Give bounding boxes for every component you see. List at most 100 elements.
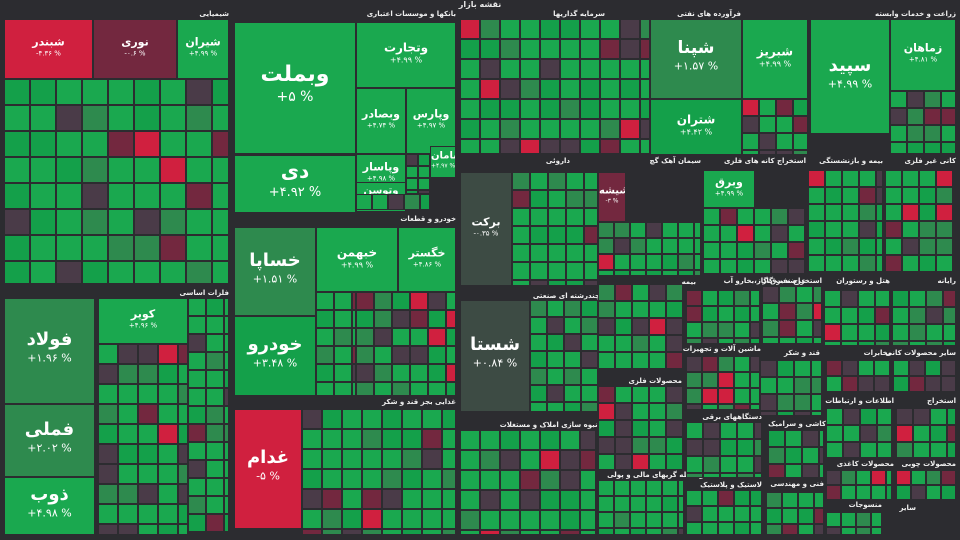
stock-tile-small[interactable] (206, 514, 224, 532)
stock-tile[interactable]: ذوب +۴.۹۸ % (4, 477, 95, 535)
stock-tile-small[interactable] (703, 439, 720, 456)
stock-tile-small[interactable] (703, 225, 720, 242)
stock-tile-small[interactable] (858, 360, 874, 376)
stock-tile-small[interactable] (188, 478, 206, 496)
stock-tile-small[interactable] (896, 425, 913, 442)
stock-tile-small[interactable] (859, 187, 876, 204)
stock-tile-small[interactable] (771, 259, 788, 274)
stock-tile-small[interactable] (802, 447, 819, 464)
stock-tile-small[interactable] (160, 105, 186, 131)
stock-tile-small[interactable] (875, 341, 890, 346)
stock-tile-small[interactable] (224, 460, 229, 478)
stock-tile-small[interactable] (460, 450, 480, 470)
stock-tile-small[interactable] (4, 261, 30, 284)
stock-tile-small[interactable] (686, 490, 702, 506)
stock-tile-small[interactable] (138, 364, 158, 384)
stock-tile-small[interactable] (666, 420, 683, 437)
stock-tile-small[interactable] (548, 244, 566, 262)
stock-tile-small[interactable] (811, 360, 822, 377)
stock-tile-small[interactable] (614, 222, 630, 238)
stock-tile-small[interactable] (108, 235, 134, 261)
stock-tile-small[interactable] (686, 404, 702, 410)
stock-tile-small[interactable] (902, 255, 919, 272)
stock-tile-small[interactable] (875, 307, 890, 324)
stock-tile-small[interactable] (666, 454, 683, 470)
stock-tile-small[interactable] (530, 351, 547, 368)
stock-tile-small[interactable] (766, 508, 782, 524)
stock-tile-small[interactable] (160, 131, 186, 157)
stock-tile-small[interactable] (702, 506, 718, 522)
stock-tile-small[interactable] (694, 222, 701, 238)
stock-tile-small[interactable] (860, 442, 877, 458)
stock-tile-small[interactable] (580, 99, 600, 119)
stock-tile-small[interactable] (646, 512, 662, 528)
stock-tile-small[interactable] (686, 473, 703, 478)
stock-tile-small[interactable] (874, 376, 890, 392)
stock-tile-small[interactable] (876, 221, 883, 238)
stock-tile-small[interactable] (212, 235, 229, 261)
stock-tile-small[interactable] (871, 512, 882, 527)
stock-tile-small[interactable] (224, 334, 229, 352)
stock-tile-small[interactable] (520, 510, 540, 530)
stock-tile-small[interactable] (842, 170, 859, 187)
stock-tile-small[interactable] (750, 388, 760, 404)
stock-tile-small[interactable] (702, 490, 718, 506)
stock-tile-small[interactable] (224, 514, 229, 532)
stock-tile[interactable]: نوری -۰.۶ % (93, 19, 177, 79)
stock-tile-small[interactable] (418, 154, 430, 166)
stock-tile-small[interactable] (734, 490, 750, 506)
stock-tile-small[interactable] (160, 79, 186, 105)
stock-tile-small[interactable] (785, 464, 802, 478)
stock-tile-small[interactable] (947, 408, 956, 425)
stock-tile-small[interactable] (560, 59, 580, 79)
stock-tile-small[interactable] (382, 429, 402, 449)
stock-tile-small[interactable] (560, 510, 580, 530)
stock-tile-small[interactable] (98, 364, 118, 384)
stock-tile-small[interactable] (754, 208, 771, 225)
stock-tile-small[interactable] (796, 303, 813, 320)
stock-tile-small[interactable] (620, 119, 640, 139)
stock-tile-small[interactable] (615, 420, 632, 437)
stock-tile-small[interactable] (580, 119, 600, 139)
stock-tile-small[interactable] (82, 131, 108, 157)
stock-tile-small[interactable] (632, 437, 649, 454)
stock-tile-small[interactable] (885, 204, 902, 221)
stock-tile-small[interactable] (598, 512, 614, 528)
stock-tile-small[interactable] (566, 280, 584, 286)
stock-tile[interactable]: فملی +۲.۰۲ % (4, 404, 95, 477)
stock-tile-small[interactable] (842, 187, 859, 204)
stock-tile-small[interactable] (520, 450, 540, 470)
stock-tile-small[interactable] (224, 388, 229, 406)
stock-tile-small[interactable] (418, 178, 430, 190)
stock-tile-small[interactable] (362, 409, 382, 429)
stock-tile-small[interactable] (686, 456, 703, 473)
stock-tile-small[interactable] (666, 352, 683, 369)
stock-tile-small[interactable] (134, 157, 160, 183)
stock-tile-small[interactable] (530, 334, 547, 351)
stock-tile-small[interactable] (520, 119, 540, 139)
stock-tile-small[interactable] (598, 301, 615, 318)
stock-tile-small[interactable] (777, 394, 794, 411)
stock-tile-small[interactable] (158, 344, 178, 364)
stock-tile-small[interactable] (703, 422, 720, 439)
stock-tile-small[interactable] (762, 303, 779, 320)
stock-tile-small[interactable] (720, 422, 737, 439)
stock-tile-small[interactable] (794, 377, 811, 394)
stock-tile-small[interactable] (530, 317, 547, 334)
stock-tile-small[interactable] (356, 292, 374, 310)
stock-tile-small[interactable] (406, 166, 418, 178)
stock-tile-small[interactable] (560, 39, 580, 59)
stock-tile-small[interactable] (560, 530, 580, 535)
stock-tile-small[interactable] (782, 492, 798, 508)
stock-tile-small[interactable] (158, 504, 178, 524)
stock-tile-small[interactable] (188, 334, 206, 352)
stock-tile-small[interactable] (909, 341, 926, 346)
stock-tile-small[interactable] (547, 368, 564, 385)
stock-tile-small[interactable] (694, 254, 701, 270)
stock-tile-small[interactable] (794, 411, 811, 416)
stock-tile-small[interactable] (762, 320, 779, 337)
stock-tile-small[interactable] (446, 292, 456, 310)
stock-tile-small[interactable] (813, 320, 822, 337)
stock-tile-small[interactable] (186, 261, 212, 284)
stock-tile-small[interactable] (178, 524, 188, 535)
